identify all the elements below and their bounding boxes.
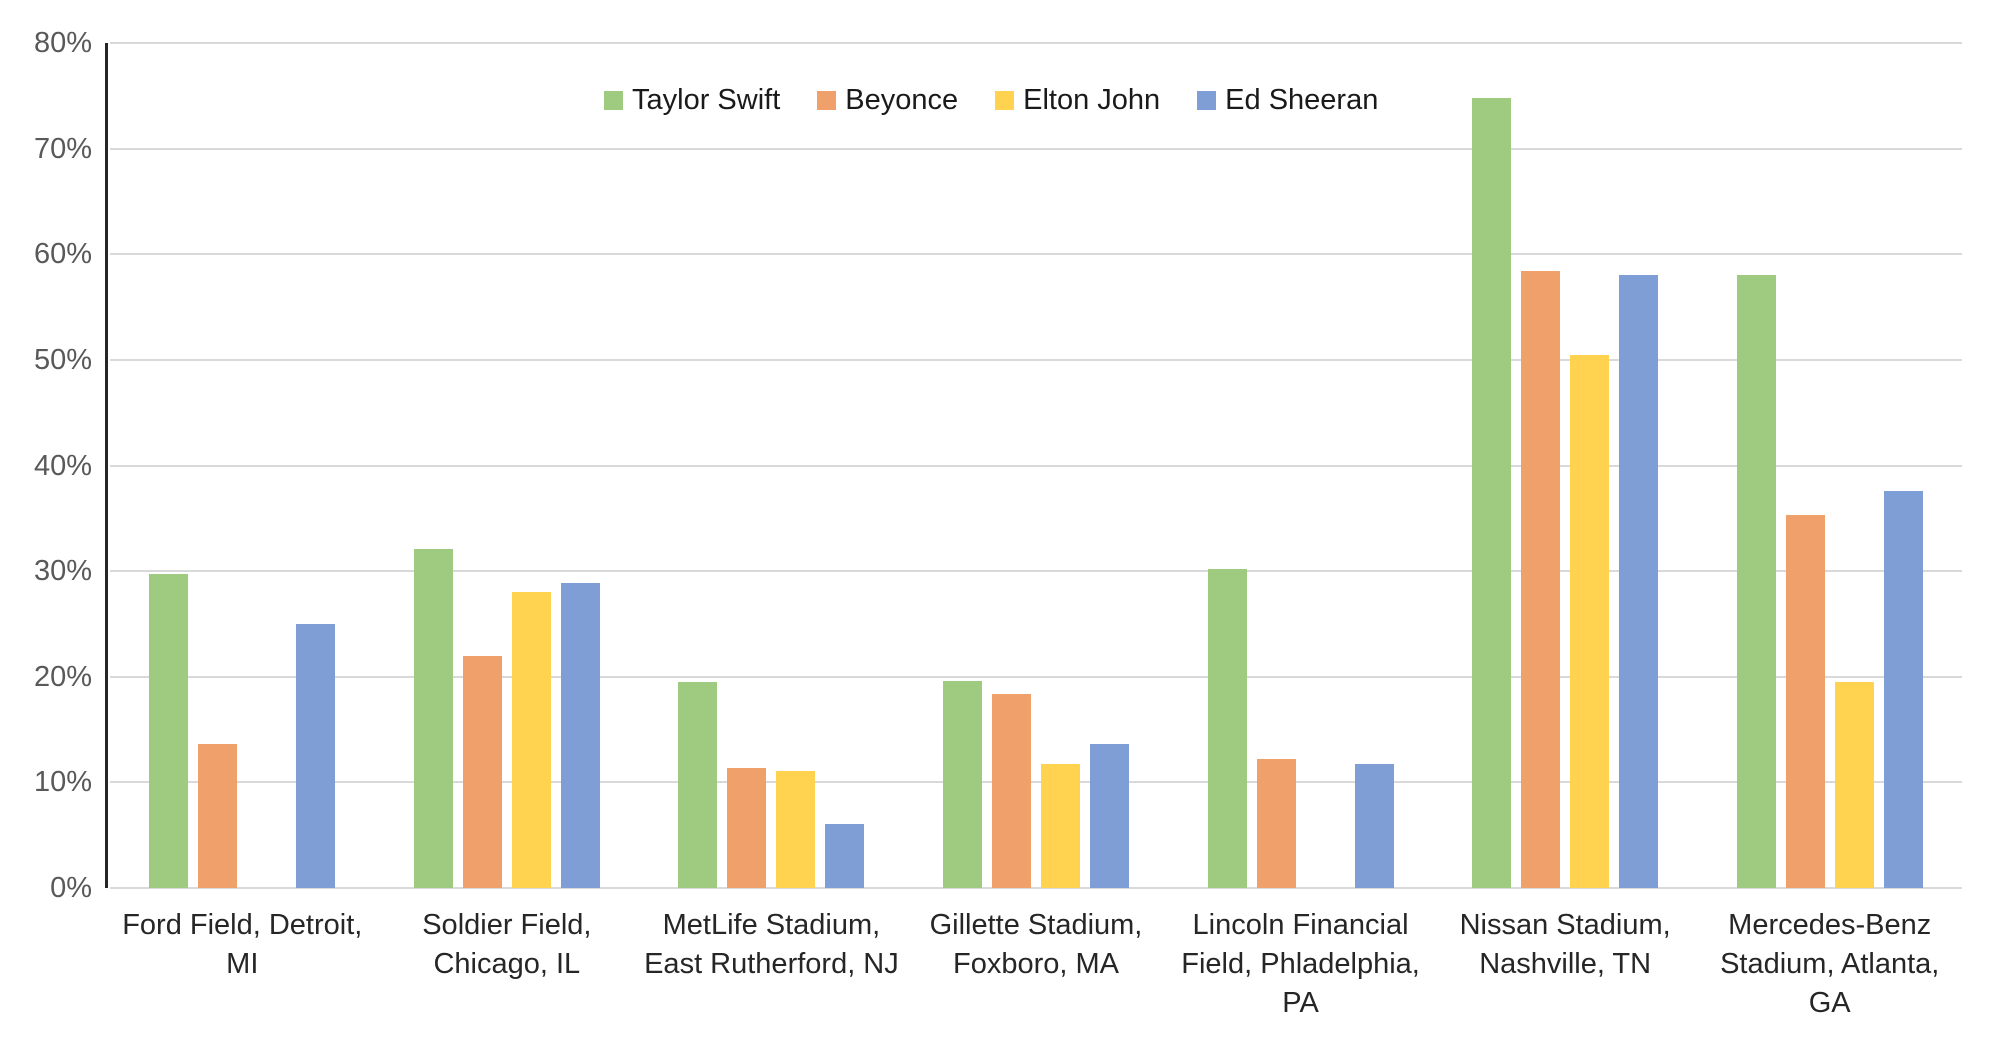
bar-ed-sheeran — [296, 623, 336, 888]
y-axis-tick-label: 30% — [33, 555, 92, 588]
legend-label: Taylor Swift — [632, 84, 781, 116]
bar-beyonce — [727, 767, 767, 888]
legend-swatch-icon — [995, 91, 1015, 110]
bar-elton-john — [1834, 682, 1874, 888]
bar-elton-john — [776, 770, 816, 888]
gridline — [110, 253, 1962, 256]
y-axis-line — [105, 43, 108, 888]
y-axis-tick-label: 50% — [33, 343, 92, 376]
x-axis-category-label: MetLife Stadium, East Rutherford, NJ — [644, 909, 899, 981]
legend-item: Elton John — [995, 84, 1160, 117]
legend-swatch-icon — [604, 91, 623, 110]
bar-ed-sheeran — [825, 823, 865, 888]
x-axis-category-label: Soldier Field, Chicago, IL — [422, 909, 592, 981]
bar-taylor-swift — [1472, 97, 1512, 888]
x-axis-category-label: Ford Field, Detroit, MI — [122, 909, 363, 981]
x-axis-category-label: Nissan Stadium, Nashville, TN — [1459, 909, 1671, 981]
y-axis-tick-label: 80% — [33, 27, 92, 59]
y-axis-tick-label: 10% — [33, 766, 92, 799]
bar-elton-john — [1570, 354, 1610, 888]
gridline — [110, 42, 1962, 44]
bar-beyonce — [1521, 271, 1561, 888]
gridline — [110, 675, 1962, 678]
x-axis-category-label: Mercedes-Benz Stadium, Atlanta, GA — [1720, 909, 1940, 1020]
legend-label: Beyonce — [845, 84, 959, 116]
chart-legend: Taylor Swift Beyonce Elton John Ed Sheeran — [604, 84, 1378, 117]
gridline — [110, 570, 1962, 573]
legend-label: Elton John — [1023, 84, 1161, 116]
y-axis-tick-label: 0% — [50, 872, 92, 904]
bar-elton-john — [511, 592, 551, 888]
bar-taylor-swift — [413, 548, 453, 888]
gridline — [110, 358, 1962, 361]
y-axis-tick-label: 70% — [33, 132, 92, 165]
legend-swatch-icon — [1197, 91, 1217, 110]
bar-taylor-swift — [1736, 275, 1776, 888]
bar-beyonce — [198, 744, 238, 888]
gridline — [110, 147, 1962, 150]
bar-taylor-swift — [943, 680, 982, 888]
bar-beyonce — [1256, 759, 1296, 888]
bar-ed-sheeran — [1619, 275, 1659, 888]
legend-swatch-icon — [817, 91, 837, 110]
bar-taylor-swift — [1207, 569, 1247, 888]
y-axis-tick-label: 40% — [33, 449, 92, 482]
bar-ed-sheeran — [1090, 744, 1129, 888]
bar-ed-sheeran — [560, 582, 600, 888]
gridline — [110, 781, 1962, 784]
legend-label: Ed Sheeran — [1225, 84, 1379, 116]
gridline — [110, 887, 1962, 889]
bar-elton-john — [1041, 764, 1080, 888]
legend-item: Beyonce — [817, 84, 958, 117]
bar-taylor-swift — [678, 682, 718, 888]
legend-item: Ed Sheeran — [1197, 84, 1378, 117]
bar-ed-sheeran — [1354, 764, 1394, 888]
bar-taylor-swift — [149, 574, 189, 888]
y-axis-tick-label: 20% — [33, 660, 92, 693]
bar-beyonce — [992, 693, 1031, 888]
y-axis-tick-label: 60% — [33, 238, 92, 271]
x-axis-category-label: Lincoln Financial Field, Phladelphia, PA — [1181, 909, 1420, 1020]
x-axis-category-label: Gillette Stadium, Foxboro, MA — [929, 909, 1143, 981]
legend-item: Taylor Swift — [604, 84, 780, 117]
bar-beyonce — [1785, 515, 1825, 888]
bar-ed-sheeran — [1883, 490, 1923, 888]
bar-beyonce — [462, 655, 502, 888]
gridline — [110, 464, 1962, 467]
